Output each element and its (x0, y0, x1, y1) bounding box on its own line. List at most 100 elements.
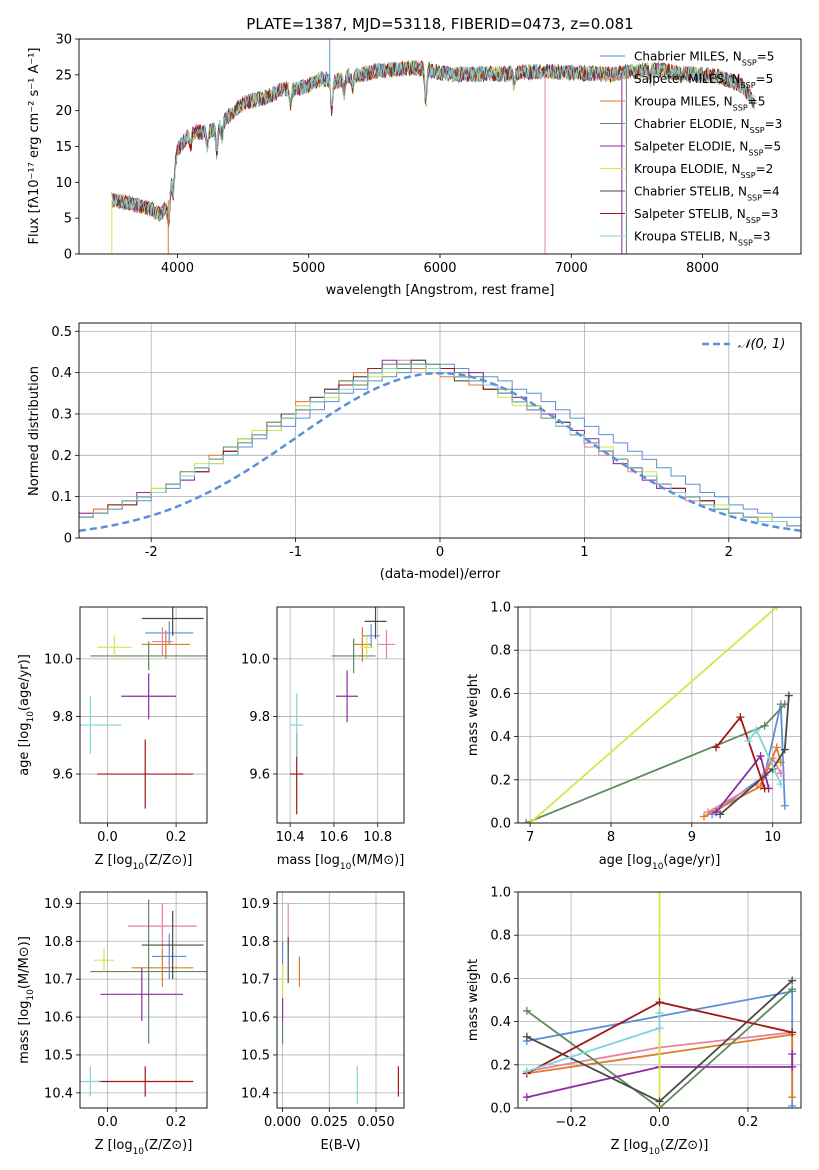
weight-marker (780, 801, 789, 810)
y-tick-label: 9.8 (249, 710, 270, 725)
y-tick-label: 0.1 (51, 490, 72, 505)
y-tick-label: 15 (55, 140, 72, 155)
weight-marker (522, 1067, 531, 1076)
legend-label: Chabrier STELIB, NSSP=4 (634, 185, 780, 203)
spectrum-line (111, 60, 755, 221)
weight-marker (655, 892, 664, 896)
weight-marker (736, 713, 745, 722)
axes-frame (79, 891, 208, 1109)
x-axis-label: mass [log10(M/M⊙)] (277, 853, 405, 872)
weight-line (707, 756, 782, 813)
x-tick-label: 8000 (686, 261, 719, 276)
y-tick-label: 0.2 (51, 449, 72, 464)
x-tick-label: 6000 (423, 261, 456, 276)
plot-area-age_vs_Z (80, 607, 207, 809)
weight-marker (655, 998, 664, 1007)
panel-mass_weight_vs_Z: −0.2 0.0 0.2 0.0 0.2 0.4 0.6 0.8 1.0 (490, 886, 802, 1130)
x-tick-label: 0.0 (97, 1115, 118, 1130)
x-tick-label: 8 (607, 830, 615, 845)
x-axis-label: Z [log10(Z/Z⊙)] (611, 1138, 709, 1157)
weight-line (703, 744, 782, 818)
x-axis-label: Z [log10(Z/Z⊙)] (95, 853, 193, 872)
y-tick-label: 0.4 (51, 366, 72, 381)
x-tick-label: 9 (688, 830, 696, 845)
x-axis-label: E(B-V) (320, 1138, 360, 1153)
panel-age_vs_mass: 10.4 10.6 10.8 9.6 9.8 10.0 (241, 606, 405, 845)
panel-mass_vs_ebv: 0.000 0.025 0.050 10.4 10.5 10.6 10.7 10.8 10.9 (241, 891, 405, 1130)
weight-marker (522, 819, 531, 823)
histogram-kroupa-stelib (79, 363, 801, 527)
figure-title: PLATE=1387, MJD=53118, FIBERID=0473, z=0… (246, 15, 633, 33)
legend-label: Salpeter STELIB, NSSP=3 (634, 207, 778, 225)
weight-marker (522, 1093, 531, 1102)
weight-marker (760, 784, 769, 793)
legend-label: 𝒩(0, 1) (738, 337, 785, 352)
y-tick-label: 10.0 (44, 652, 73, 667)
weight-marker (760, 721, 769, 730)
y-tick-label: 0.6 (490, 687, 511, 702)
plot-area-mass_vs_Z (80, 899, 207, 1097)
weight-marker (655, 1024, 664, 1033)
histogram-salpeter-miles (79, 359, 801, 527)
axes-frame (276, 891, 405, 1109)
y-tick-label: 10.7 (241, 973, 270, 988)
x-tick-label: 10.6 (319, 830, 348, 845)
y-axis-label: mass weight (466, 674, 481, 756)
y-tick-label: 10 (55, 176, 72, 191)
weight-marker (752, 726, 761, 735)
plot-area-mass_vs_ebv (282, 903, 399, 1105)
x-tick-label: -1 (289, 545, 302, 560)
x-tick-label: 0 (436, 545, 444, 560)
y-tick-label: 10.8 (44, 935, 73, 950)
x-tick-label: 10.4 (276, 830, 305, 845)
y-tick-label: 9.6 (52, 768, 73, 783)
x-tick-label: 5000 (292, 261, 325, 276)
legend-label: Kroupa ELODIE, NSSP=2 (634, 162, 773, 180)
x-tick-label: 1 (580, 545, 588, 560)
y-tick-label: 0 (64, 532, 72, 547)
y-axis-label: Flux [fλ10⁻¹⁷ erg cm⁻² s⁻¹ A⁻¹] (27, 48, 42, 245)
weight-marker (776, 780, 785, 789)
x-tick-label: 10 (764, 830, 781, 845)
y-tick-label: 10.0 (241, 652, 270, 667)
weight-marker (522, 1032, 531, 1041)
axes-frame (78, 322, 802, 539)
weight-marker (784, 691, 793, 700)
weight-marker (756, 752, 765, 761)
weight-marker (712, 743, 721, 752)
y-tick-label: 9.6 (249, 768, 270, 783)
plot-area-spectrum (111, 39, 755, 254)
legend-label: Kroupa MILES, NSSP=5 (634, 95, 765, 113)
weight-marker (526, 819, 535, 823)
weight-marker (788, 1101, 797, 1108)
weight-marker (776, 769, 785, 778)
gaussian-curve (79, 371, 801, 533)
weight-marker (744, 736, 753, 745)
y-tick-label: 0.5 (51, 325, 72, 340)
weight-marker (788, 985, 797, 994)
y-tick-label: 1.0 (490, 886, 511, 901)
x-axis-label: (data-model)/error (380, 567, 501, 582)
y-tick-label: 0.8 (490, 644, 511, 659)
x-tick-label: 4000 (161, 261, 194, 276)
axes-frame (276, 606, 405, 824)
panel-mass_vs_Z: 0.0 0.2 10.4 10.5 10.6 10.7 10.8 10.9 (44, 891, 208, 1130)
histogram-chabrier-elodie (79, 359, 801, 527)
weight-marker (776, 758, 785, 767)
weight-marker (716, 810, 725, 819)
y-tick-label: 0.0 (490, 1102, 511, 1117)
x-axis-label: Z [log10(Z/Z⊙)] (95, 1138, 193, 1157)
x-tick-label: 7000 (555, 261, 588, 276)
weight-line (525, 703, 786, 823)
y-axis-label: mass weight (466, 959, 481, 1041)
y-tick-label: 0.3 (51, 407, 72, 422)
panel-age_vs_Z: 0.0 0.2 9.6 9.8 10.0 (44, 606, 208, 845)
histogram-salpeter-elodie (79, 359, 801, 527)
legend-label: Salpeter ELODIE, NSSP=5 (634, 140, 781, 158)
x-tick-label: 0.2 (166, 1115, 187, 1130)
panel-spectrum: 4000 5000 6000 7000 8000 0 5 10 15 20 25 30 (55, 33, 802, 276)
y-tick-label: 1.0 (490, 601, 511, 616)
weight-line (526, 988, 793, 1108)
x-axis-label: wavelength [Angstrom, rest frame] (326, 283, 555, 298)
